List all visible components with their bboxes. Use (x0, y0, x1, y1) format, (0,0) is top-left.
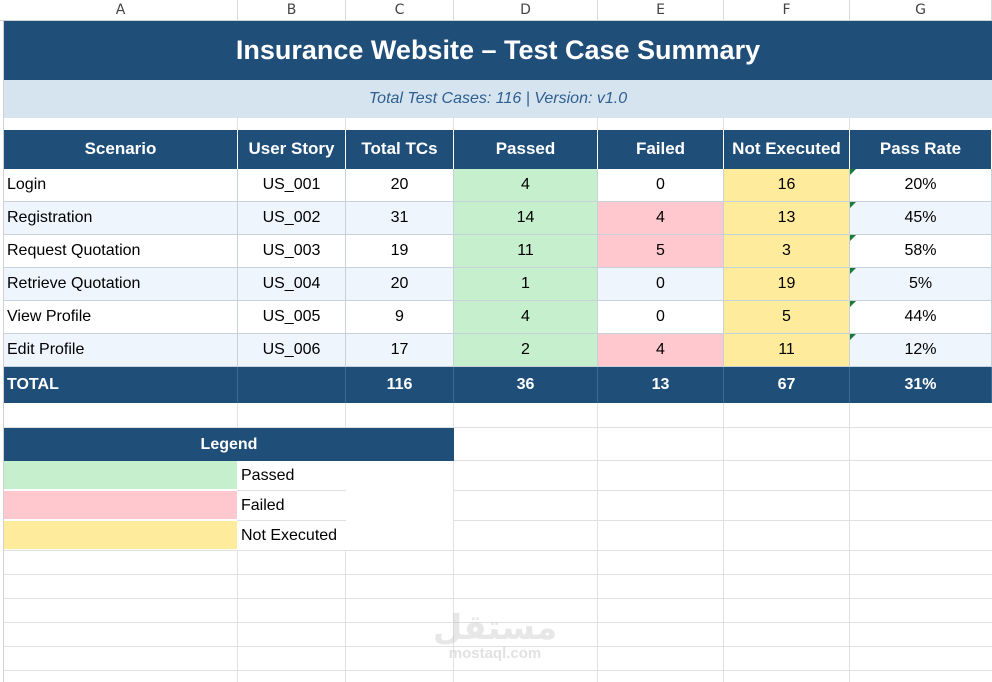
formula-indicator-icon (850, 334, 856, 340)
column-header-bar: A B C D E F G (0, 0, 992, 21)
cell-pass-rate[interactable]: 20% (850, 169, 992, 202)
cell-user-story[interactable]: US_002 (238, 202, 346, 235)
header-scenario[interactable]: Scenario (4, 130, 238, 169)
formula-indicator-icon (850, 235, 856, 241)
cell-user-story[interactable]: US_006 (238, 334, 346, 367)
column-header-f[interactable]: F (724, 0, 850, 21)
cell-pass-rate-value: 44% (904, 308, 937, 325)
total-label[interactable]: TOTAL (4, 367, 238, 403)
cell-user-story[interactable]: US_005 (238, 301, 346, 334)
formula-indicator-icon (850, 268, 856, 274)
header-passed[interactable]: Passed (454, 130, 598, 169)
cell-scenario[interactable]: Retrieve Quotation (4, 268, 238, 301)
total-not-executed[interactable]: 67 (724, 367, 850, 403)
header-total-tcs[interactable]: Total TCs (346, 130, 454, 169)
cell-user-story[interactable]: US_003 (238, 235, 346, 268)
cell-not-executed[interactable]: 16 (724, 169, 850, 202)
cell-passed[interactable]: 4 (454, 301, 598, 334)
formula-indicator-icon (850, 301, 856, 307)
header-user-story[interactable]: User Story (238, 130, 346, 169)
cell-pass-rate-value: 5% (908, 275, 933, 292)
cell-pass-rate[interactable]: 5% (850, 268, 992, 301)
watermark: مستقل mostaql.com (400, 610, 590, 670)
cell-total[interactable]: 20 (346, 169, 454, 202)
cell-pass-rate[interactable]: 12% (850, 334, 992, 367)
subtitle-band (4, 80, 992, 118)
legend-label-failed[interactable]: Failed (237, 491, 346, 521)
cell-scenario[interactable]: Login (4, 169, 238, 202)
formula-indicator-icon (850, 202, 856, 208)
cell-passed[interactable]: 14 (454, 202, 598, 235)
cell-total[interactable]: 17 (346, 334, 454, 367)
title-band (4, 21, 992, 80)
cell-failed[interactable]: 4 (598, 334, 724, 367)
cell-pass-rate-value: 58% (904, 242, 937, 259)
total-failed[interactable]: 13 (598, 367, 724, 403)
legend-label-passed[interactable]: Passed (237, 461, 346, 491)
cell-passed[interactable]: 1 (454, 268, 598, 301)
total-tcs[interactable]: 116 (346, 367, 454, 403)
legend-swatch-passed[interactable] (4, 461, 237, 490)
cell-passed[interactable]: 2 (454, 334, 598, 367)
legend-swatch-not-executed[interactable] (4, 521, 237, 550)
cell-pass-rate-value: 45% (904, 209, 937, 226)
header-not-executed[interactable]: Not Executed (724, 130, 850, 169)
cell-failed[interactable]: 0 (598, 169, 724, 202)
cell-pass-rate[interactable]: 44% (850, 301, 992, 334)
cell-pass-rate[interactable]: 58% (850, 235, 992, 268)
cell-total[interactable]: 19 (346, 235, 454, 268)
column-header-d[interactable]: D (454, 0, 598, 21)
cell-scenario[interactable]: Edit Profile (4, 334, 238, 367)
legend-label-not-executed[interactable]: Not Executed (237, 521, 346, 551)
cell-scenario[interactable]: View Profile (4, 301, 238, 334)
cell-pass-rate-value: 12% (904, 341, 937, 358)
cell-passed[interactable]: 11 (454, 235, 598, 268)
cell-not-executed[interactable]: 3 (724, 235, 850, 268)
cell-scenario[interactable]: Registration (4, 202, 238, 235)
column-header-c[interactable]: C (346, 0, 454, 21)
cell-not-executed[interactable]: 11 (724, 334, 850, 367)
cell-user-story[interactable]: US_001 (238, 169, 346, 202)
total-user-story[interactable] (238, 367, 346, 403)
sheet-subtitle[interactable]: Total Test Cases: 116 | Version: v1.0 (368, 90, 628, 107)
cell-failed[interactable]: 0 (598, 268, 724, 301)
cell-failed[interactable]: 4 (598, 202, 724, 235)
cell-total[interactable]: 20 (346, 268, 454, 301)
cell-total[interactable]: 31 (346, 202, 454, 235)
cell-pass-rate-value: 20% (904, 176, 937, 193)
formula-indicator-icon (850, 169, 856, 175)
total-pass-rate[interactable]: 31% (850, 367, 992, 403)
cell-passed[interactable]: 4 (454, 169, 598, 202)
sheet-title[interactable]: Insurance Website – Test Case Summary (235, 35, 761, 65)
watermark-arabic: مستقل (432, 608, 558, 648)
cell-scenario[interactable]: Request Quotation (4, 235, 238, 268)
column-header-e[interactable]: E (598, 0, 724, 21)
cell-user-story[interactable]: US_004 (238, 268, 346, 301)
cell-not-executed[interactable]: 13 (724, 202, 850, 235)
total-passed[interactable]: 36 (454, 367, 598, 403)
cell-not-executed[interactable]: 5 (724, 301, 850, 334)
watermark-latin: mostaql.com (448, 645, 542, 662)
column-header-g[interactable]: G (850, 0, 992, 21)
cell-failed[interactable]: 5 (598, 235, 724, 268)
cell-failed[interactable]: 0 (598, 301, 724, 334)
cell-pass-rate[interactable]: 45% (850, 202, 992, 235)
cell-total[interactable]: 9 (346, 301, 454, 334)
column-header-a[interactable]: A (4, 0, 238, 21)
cell-not-executed[interactable]: 19 (724, 268, 850, 301)
column-header-b[interactable]: B (238, 0, 346, 21)
legend-title[interactable]: Legend (4, 428, 454, 461)
header-failed[interactable]: Failed (598, 130, 724, 169)
legend-swatch-failed[interactable] (4, 491, 237, 520)
header-pass-rate[interactable]: Pass Rate (850, 130, 992, 169)
